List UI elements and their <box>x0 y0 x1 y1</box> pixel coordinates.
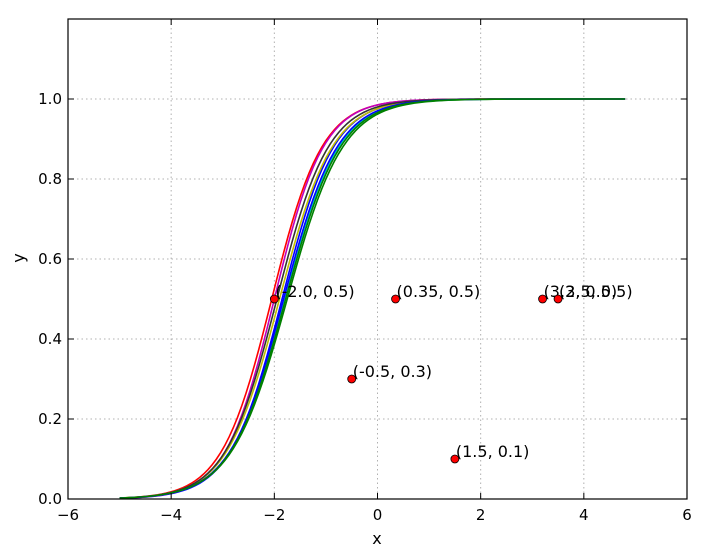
x-tick-label: 6 <box>682 506 692 524</box>
data-point-2 <box>391 294 400 304</box>
series-lines <box>119 98 626 500</box>
data-point-4 <box>450 454 460 464</box>
data-points: (-2.0, 0.5) (0.35, 0.5) (-0.5, 0.3) (1.5, 0… <box>269 282 633 464</box>
y-axis-ticks: 0.0 0.2 0.4 0.6 0.8 1.0 <box>38 90 687 508</box>
point-annotation-1: (-2.0, 0.5) <box>275 282 354 301</box>
data-point-1 <box>269 294 279 304</box>
point-annotation-2: (0.35, 0.5) <box>397 282 481 301</box>
grid-lines <box>68 19 687 499</box>
x-tick-label: −6 <box>57 506 79 524</box>
x-tick-label: 2 <box>476 506 486 524</box>
y-axis-label: y <box>9 253 28 262</box>
x-tick-label: −4 <box>160 506 182 524</box>
point-annotation-4: (1.5, 0.1) <box>456 442 530 461</box>
x-axis-ticks: −6 −4 −2 0 2 4 6 <box>57 19 692 524</box>
y-tick-label: 0.0 <box>38 490 62 508</box>
x-tick-label: 4 <box>579 506 589 524</box>
y-tick-label: 0.2 <box>38 410 62 428</box>
point-annotation-3: (-0.5, 0.3) <box>353 362 432 381</box>
x-tick-label: 0 <box>373 506 383 524</box>
y-tick-label: 0.6 <box>38 250 62 268</box>
y-tick-label: 1.0 <box>38 90 62 108</box>
series-line-9 <box>119 98 626 499</box>
point-annotation-5: (3.2, 0.5) <box>544 282 618 301</box>
data-point-5 <box>538 294 547 304</box>
data-point-3 <box>347 374 357 384</box>
point-annotation-6: (3.5, 0.5) <box>559 282 633 301</box>
data-point-6 <box>553 294 563 304</box>
y-tick-label: 0.8 <box>38 170 62 188</box>
y-tick-label: 0.4 <box>38 330 62 348</box>
x-tick-label: −2 <box>263 506 285 524</box>
x-axis-label: x <box>372 529 381 548</box>
